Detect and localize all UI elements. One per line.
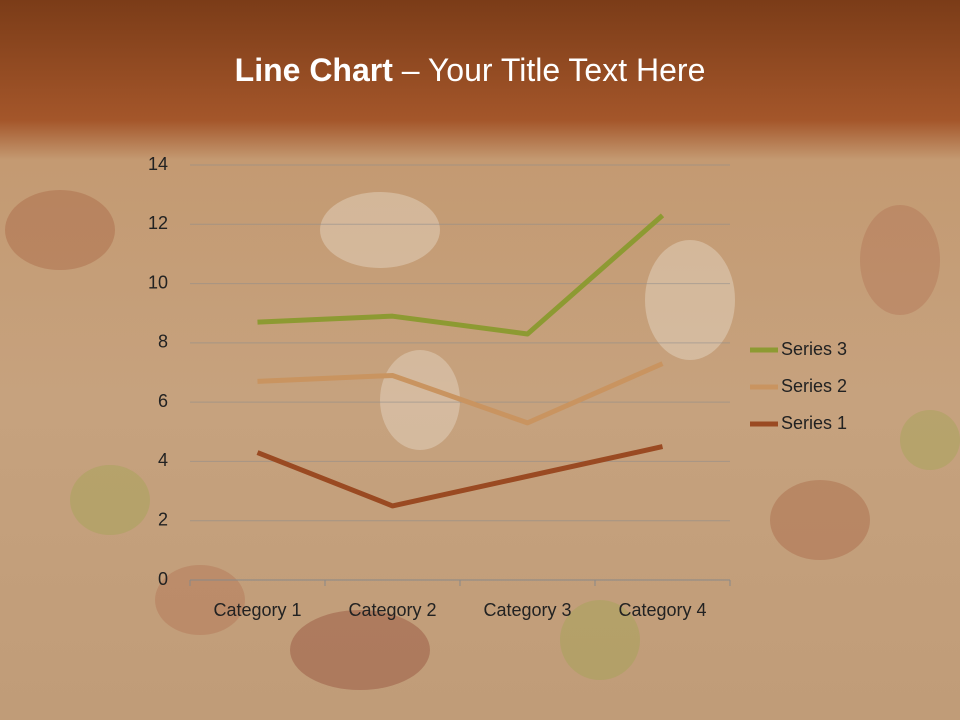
x-tick-label: Category 1 [213, 600, 301, 620]
y-tick-label: 0 [158, 569, 168, 589]
x-tick-label: Category 3 [483, 600, 571, 620]
series-line [257, 361, 664, 426]
slide-title: Line Chart – Your Title Text Here [0, 52, 940, 89]
y-tick-label: 4 [158, 450, 168, 470]
title-rest: – Your Title Text Here [401, 52, 706, 88]
series-line [256, 444, 664, 509]
y-tick-label: 2 [158, 509, 168, 529]
x-tick-label: Category 2 [348, 600, 436, 620]
legend-label: Series 1 [781, 413, 847, 433]
series-line [257, 213, 665, 337]
y-tick-label: 12 [148, 213, 168, 233]
legend-label: Series 3 [781, 339, 847, 359]
y-tick-label: 10 [148, 272, 168, 292]
y-tick-label: 8 [158, 332, 168, 352]
x-tick-label: Category 4 [618, 600, 706, 620]
legend-label: Series 2 [781, 376, 847, 396]
y-tick-label: 14 [148, 154, 168, 174]
y-tick-label: 6 [158, 391, 168, 411]
title-bold: Line Chart [234, 52, 393, 88]
